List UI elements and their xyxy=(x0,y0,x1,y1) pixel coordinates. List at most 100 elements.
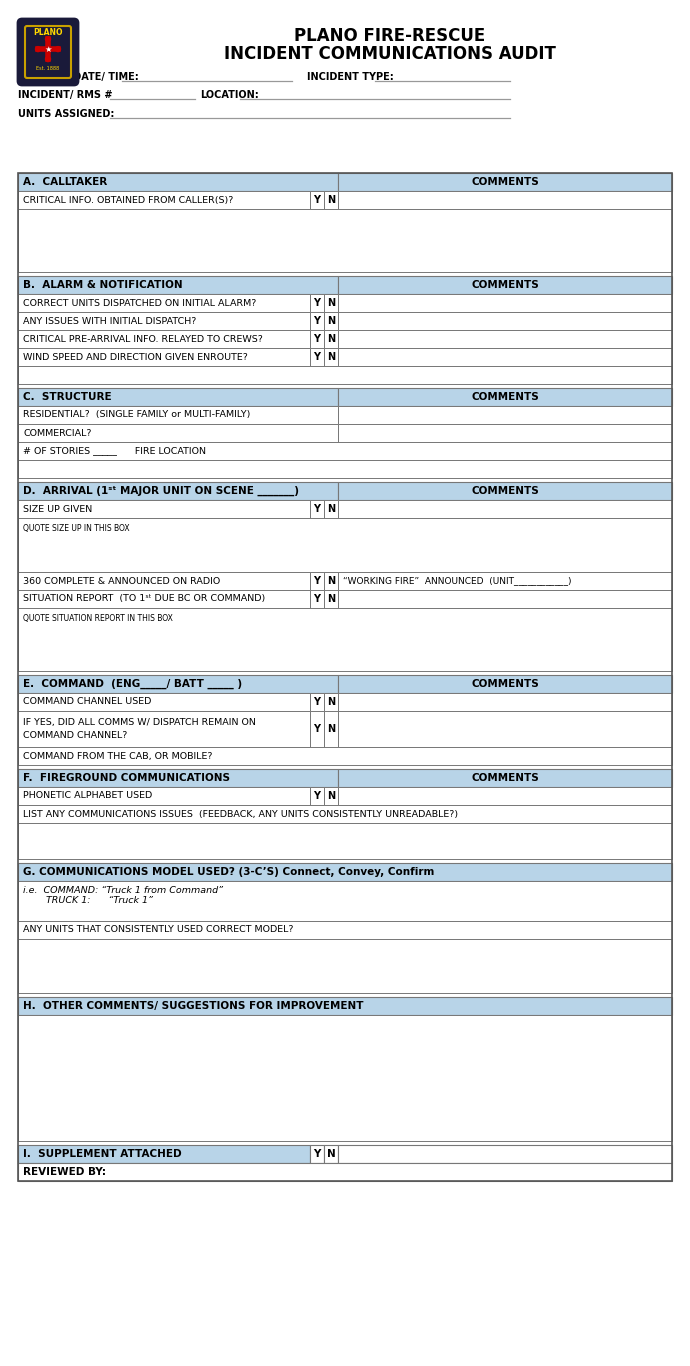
Bar xyxy=(338,294,672,311)
Text: N: N xyxy=(327,316,335,326)
Bar xyxy=(18,572,310,590)
Bar xyxy=(18,863,672,881)
Text: N: N xyxy=(327,697,335,708)
Bar xyxy=(18,881,672,921)
Bar xyxy=(18,822,672,859)
Bar xyxy=(324,590,338,608)
Text: IF YES, DID ALL COMMS W/ DISPATCH REMAIN ON: IF YES, DID ALL COMMS W/ DISPATCH REMAIN… xyxy=(23,719,256,727)
Text: N: N xyxy=(327,352,335,362)
Text: N: N xyxy=(327,504,335,514)
Text: COMMENTS: COMMENTS xyxy=(471,178,539,187)
Text: PLANO FIRE-RESCUE: PLANO FIRE-RESCUE xyxy=(295,27,486,45)
Text: QUOTE SITUATION REPORT IN THIS BOX: QUOTE SITUATION REPORT IN THIS BOX xyxy=(23,613,173,623)
Text: G. COMMUNICATIONS MODEL USED? (3-C’S) Connect, Convey, Confirm: G. COMMUNICATIONS MODEL USED? (3-C’S) Co… xyxy=(23,867,435,877)
Bar xyxy=(324,311,338,331)
Bar xyxy=(324,331,338,348)
Text: LIST ANY COMMUNICATIONS ISSUES  (FEEDBACK, ANY UNITS CONSISTENTLY UNREADABLE?): LIST ANY COMMUNICATIONS ISSUES (FEEDBACK… xyxy=(23,810,458,818)
FancyBboxPatch shape xyxy=(18,19,78,85)
FancyBboxPatch shape xyxy=(25,26,71,78)
Bar xyxy=(310,191,324,209)
Text: ANY UNITS THAT CONSISTENTLY USED CORRECT MODEL?: ANY UNITS THAT CONSISTENTLY USED CORRECT… xyxy=(23,925,293,934)
Text: D.  ARRIVAL (1ˢᵗ MAJOR UNIT ON SCENE _______): D. ARRIVAL (1ˢᵗ MAJOR UNIT ON SCENE ____… xyxy=(23,486,299,496)
Bar xyxy=(338,388,672,406)
Bar xyxy=(18,331,310,348)
Text: I.  SUPPLEMENT ATTACHED: I. SUPPLEMENT ATTACHED xyxy=(23,1149,181,1158)
Bar xyxy=(18,460,672,478)
Text: i.e.  COMMAND: “Truck 1 from Command”: i.e. COMMAND: “Truck 1 from Command” xyxy=(23,887,223,895)
Bar xyxy=(18,710,310,747)
Bar xyxy=(324,1145,338,1162)
Bar xyxy=(18,675,338,693)
Text: CRITICAL INFO. OBTAINED FROM CALLER(S)?: CRITICAL INFO. OBTAINED FROM CALLER(S)? xyxy=(23,195,233,205)
Bar xyxy=(18,348,310,366)
Bar xyxy=(18,423,338,443)
Text: N: N xyxy=(327,576,335,586)
Bar xyxy=(338,406,672,423)
Text: A.  CALLTAKER: A. CALLTAKER xyxy=(23,178,107,187)
Text: Y: Y xyxy=(313,791,320,800)
Bar xyxy=(18,590,310,608)
Bar xyxy=(18,443,672,460)
Bar xyxy=(310,331,324,348)
Text: Y: Y xyxy=(313,697,320,708)
Bar xyxy=(18,482,338,500)
Text: Y: Y xyxy=(313,316,320,326)
Bar xyxy=(18,921,672,938)
Bar xyxy=(310,1145,324,1162)
Circle shape xyxy=(46,56,50,61)
Bar xyxy=(324,294,338,311)
Text: INCIDENT/ RMS #: INCIDENT/ RMS # xyxy=(18,90,112,100)
Bar xyxy=(18,294,310,311)
Text: Y: Y xyxy=(313,195,320,205)
Bar xyxy=(310,311,324,331)
Text: 360 COMPLETE & ANNOUNCED ON RADIO: 360 COMPLETE & ANNOUNCED ON RADIO xyxy=(23,576,220,586)
Text: CRITICAL PRE-ARRIVAL INFO. RELAYED TO CREWS?: CRITICAL PRE-ARRIVAL INFO. RELAYED TO CR… xyxy=(23,335,263,343)
Text: COMMAND FROM THE CAB, OR MOBILE?: COMMAND FROM THE CAB, OR MOBILE? xyxy=(23,751,213,761)
Circle shape xyxy=(55,46,61,52)
Bar xyxy=(18,518,672,572)
Text: PHONETIC ALPHABET USED: PHONETIC ALPHABET USED xyxy=(23,791,152,800)
Bar xyxy=(18,276,338,294)
Circle shape xyxy=(46,37,50,41)
Bar xyxy=(324,572,338,590)
Text: Y: Y xyxy=(313,576,320,586)
Text: E.  COMMAND  (ENG_____/ BATT _____ ): E. COMMAND (ENG_____/ BATT _____ ) xyxy=(23,679,242,688)
Text: N: N xyxy=(327,335,335,344)
Text: N: N xyxy=(327,195,335,205)
Text: PLANO: PLANO xyxy=(33,29,63,37)
Text: Y: Y xyxy=(313,1149,321,1158)
Text: COMMENTS: COMMENTS xyxy=(471,392,539,402)
Circle shape xyxy=(35,46,41,52)
Bar xyxy=(18,1145,310,1162)
Bar xyxy=(18,366,672,384)
Text: INCIDENT TYPE:: INCIDENT TYPE: xyxy=(307,72,394,82)
Text: TRUCK 1:      “Truck 1”: TRUCK 1: “Truck 1” xyxy=(46,896,153,906)
Bar xyxy=(18,938,672,993)
Text: COMMENTS: COMMENTS xyxy=(471,773,539,783)
Bar xyxy=(18,173,338,191)
Bar xyxy=(18,191,310,209)
Text: N: N xyxy=(327,594,335,604)
Text: N: N xyxy=(326,1149,335,1158)
Bar xyxy=(338,173,672,191)
Text: INCIDENT COMMUNICATIONS AUDIT: INCIDENT COMMUNICATIONS AUDIT xyxy=(224,45,556,63)
Text: C.  STRUCTURE: C. STRUCTURE xyxy=(23,392,112,402)
Bar xyxy=(338,500,672,518)
Text: COMMENTS: COMMENTS xyxy=(471,679,539,688)
Text: CORRECT UNITS DISPATCHED ON INITIAL ALARM?: CORRECT UNITS DISPATCHED ON INITIAL ALAR… xyxy=(23,299,257,307)
Bar xyxy=(324,693,338,710)
Bar xyxy=(338,572,672,590)
Text: INCIDENT DATE/ TIME:: INCIDENT DATE/ TIME: xyxy=(18,72,139,82)
Bar xyxy=(338,191,672,209)
Text: N: N xyxy=(327,724,335,734)
Bar xyxy=(338,710,672,747)
Text: COMMENTS: COMMENTS xyxy=(471,280,539,290)
Bar xyxy=(338,675,672,693)
Bar xyxy=(310,572,324,590)
Bar xyxy=(18,1015,672,1141)
Bar xyxy=(338,311,672,331)
Text: WIND SPEED AND DIRECTION GIVEN ENROUTE?: WIND SPEED AND DIRECTION GIVEN ENROUTE? xyxy=(23,352,248,362)
Text: H.  OTHER COMMENTS/ SUGGESTIONS FOR IMPROVEMENT: H. OTHER COMMENTS/ SUGGESTIONS FOR IMPRO… xyxy=(23,1001,364,1011)
Bar xyxy=(18,693,310,710)
Bar xyxy=(18,173,672,1180)
